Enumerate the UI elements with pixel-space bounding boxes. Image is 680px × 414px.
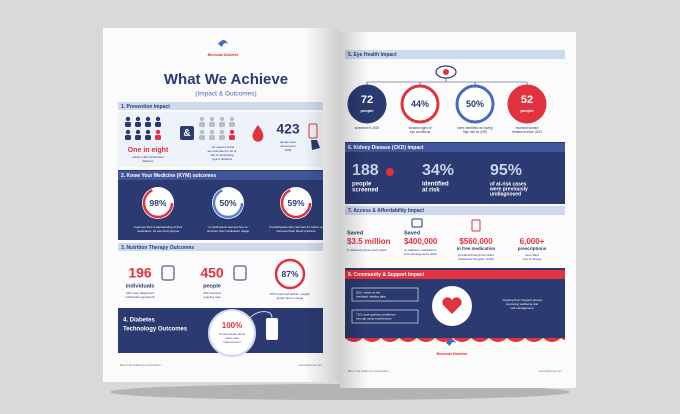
spine-shade <box>103 28 340 382</box>
spine-shade <box>340 32 576 388</box>
